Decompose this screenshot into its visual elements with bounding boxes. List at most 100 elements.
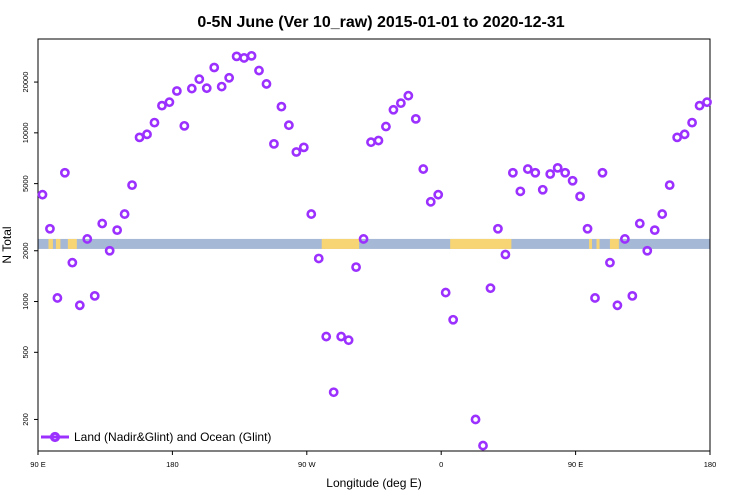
data-point (306, 209, 317, 219)
legend-marker-icon (49, 431, 61, 443)
data-point (343, 335, 354, 346)
data-point (74, 300, 85, 311)
data-point (246, 50, 257, 61)
data-point (530, 167, 541, 178)
data-point (507, 167, 518, 178)
data-point (45, 223, 55, 234)
x-tick-label: 180 (704, 460, 717, 469)
legend-entry: Land (Nadir&Glint) and Ocean (Glint) (74, 430, 271, 444)
data-point (224, 72, 235, 83)
data-points (37, 50, 712, 451)
x-tick-label: 0 (439, 460, 443, 469)
data-point (298, 142, 309, 153)
data-point (186, 83, 197, 94)
data-point (37, 189, 48, 200)
data-point (634, 218, 645, 229)
data-point (597, 167, 608, 178)
data-point (231, 51, 242, 62)
data-point (575, 191, 585, 202)
data-point (664, 180, 675, 191)
data-point (67, 257, 78, 268)
land-band-segment (55, 238, 61, 249)
data-point (672, 132, 683, 143)
land-band-segment (321, 238, 360, 249)
y-tick-label: 500 (21, 346, 30, 359)
data-point (336, 331, 347, 342)
data-point (478, 440, 488, 451)
data-point (171, 86, 182, 96)
data-point (440, 287, 451, 298)
y-axis-label: N Total (0, 226, 14, 263)
data-point (366, 137, 376, 148)
x-tick-label: 90 E (568, 460, 583, 469)
data-point (493, 223, 503, 234)
data-point (127, 180, 137, 191)
y-tick-label: 20000 (21, 72, 30, 93)
data-point (619, 234, 630, 244)
x-axis-label: Longitude (deg E) (326, 476, 421, 490)
data-point (567, 175, 578, 186)
y-tick-label: 2000 (21, 242, 30, 259)
data-point (657, 209, 668, 219)
data-point (351, 262, 361, 272)
land-band-segment (48, 238, 53, 249)
data-point (209, 62, 220, 73)
data-point (261, 79, 272, 89)
data-point (59, 167, 70, 178)
x-tick-label: 90 E (30, 460, 45, 469)
data-point (119, 209, 130, 219)
data-point (52, 293, 63, 303)
x-axis: 90 E 180 90 W 0 90 E 180 (30, 451, 716, 469)
x-tick-label: 90 W (298, 460, 316, 469)
data-point (381, 121, 391, 132)
data-point (687, 117, 697, 128)
data-point (201, 83, 212, 94)
data-point (149, 117, 160, 128)
data-point (104, 245, 115, 256)
data-point (500, 249, 511, 260)
data-point (642, 245, 653, 256)
data-point (373, 135, 384, 146)
data-point (134, 132, 145, 143)
data-point (358, 234, 369, 244)
data-point (276, 101, 287, 112)
data-point (388, 104, 399, 115)
data-point (702, 97, 712, 108)
data-point (254, 65, 264, 76)
data-point (694, 100, 705, 111)
data-point (515, 186, 526, 197)
data-point (537, 184, 548, 195)
y-tick-label: 200 (21, 413, 30, 426)
land-band-segment (596, 238, 600, 249)
data-point (179, 120, 190, 131)
legend: Land (Nadir&Glint) and Ocean (Glint) (41, 430, 271, 444)
data-point (552, 162, 563, 173)
data-point (582, 223, 593, 234)
ocean-band (38, 238, 710, 249)
data-point (283, 120, 294, 131)
data-point (112, 225, 123, 236)
data-point (216, 81, 227, 92)
land-band-segment (67, 238, 77, 249)
land-band-segment (450, 238, 512, 249)
data-point (403, 90, 414, 101)
data-point (590, 293, 600, 303)
data-point (470, 414, 481, 425)
land-band-segment (589, 238, 593, 249)
data-point (157, 100, 167, 111)
data-point (194, 74, 205, 85)
data-point (679, 129, 690, 140)
data-point (627, 290, 638, 301)
data-point (269, 138, 279, 149)
y-tick-label: 1000 (21, 293, 30, 310)
data-point (612, 300, 623, 311)
data-point (313, 253, 324, 264)
land-ocean-band (38, 238, 710, 249)
data-point (142, 129, 152, 140)
data-point (605, 257, 615, 268)
data-point (448, 314, 459, 325)
data-point (97, 218, 108, 229)
data-point (545, 169, 556, 179)
data-point (395, 98, 406, 109)
